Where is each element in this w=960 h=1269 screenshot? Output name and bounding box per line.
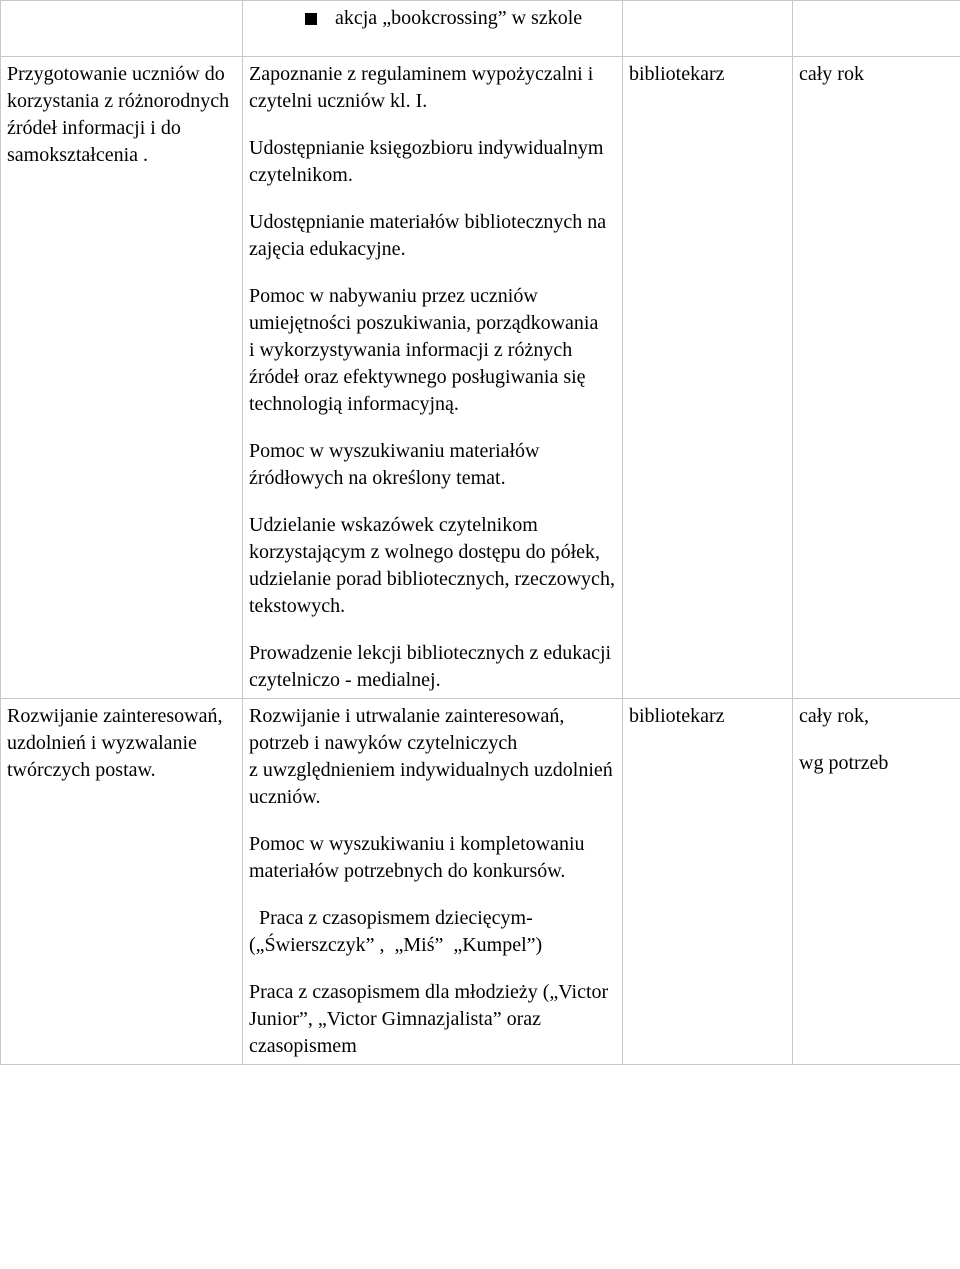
table-row: Przygotowanie uczniów do korzystania z r… [1, 57, 960, 699]
cell-col3: bibliotekarz [623, 699, 793, 1065]
table-row: Rozwijanie zainteresowań, uzdolnień i wy… [1, 699, 960, 1065]
table-row: akcja „bookcrossing” w szkole [1, 1, 960, 57]
cell-col4: cały rok [793, 57, 960, 699]
para: Pomoc w nabywaniu przez uczniów umiejętn… [249, 283, 616, 337]
cell-text: Przygotowanie uczniów do korzystania z r… [7, 61, 236, 169]
cell-col4: cały rok, wg potrzeb [793, 699, 960, 1065]
cell-col1: Rozwijanie zainteresowań, uzdolnień i wy… [1, 699, 243, 1065]
cell-col1: Przygotowanie uczniów do korzystania z r… [1, 57, 243, 699]
para: Udostępnianie materiałów bibliotecznych … [249, 209, 616, 263]
cell-col3: bibliotekarz [623, 57, 793, 699]
cell-text: bibliotekarz [629, 703, 786, 730]
para: Praca z czasopismem dla młodzieży („Vict… [249, 979, 616, 1060]
para: Praca z czasopismem dziecięcym- („Świers… [249, 905, 616, 959]
para: Pomoc w wyszukiwaniu i kompletowaniu mat… [249, 831, 616, 885]
cell-text: cały rok, [799, 703, 954, 730]
cell-text: Rozwijanie zainteresowań, uzdolnień i wy… [7, 703, 236, 784]
cell-col4 [793, 1, 960, 57]
blank-line [249, 811, 616, 831]
cell-col2: Zapoznanie z regulaminem wypożyczalni i … [243, 57, 623, 699]
blank-line [249, 189, 616, 209]
para: Prowadzenie lekcji bibliotecznych z eduk… [249, 640, 616, 694]
square-bullet-icon [305, 13, 317, 25]
para: Udzielanie wskazówek czytelnikom korzyst… [249, 512, 616, 620]
cell-text: wg potrzeb [799, 750, 954, 777]
cell-col2: akcja „bookcrossing” w szkole [243, 1, 623, 57]
para: Zapoznanie z regulaminem wypożyczalni i … [249, 61, 616, 115]
blank-line [249, 959, 616, 979]
blank-line [249, 32, 616, 52]
bullet-text: akcja „bookcrossing” w szkole [335, 5, 582, 32]
blank-line [249, 115, 616, 135]
bullet-item: akcja „bookcrossing” w szkole [249, 5, 616, 32]
blank-line [249, 492, 616, 512]
cell-col2: Rozwijanie i utrwalanie zainteresowań, p… [243, 699, 623, 1065]
cell-col3 [623, 1, 793, 57]
blank-line [249, 885, 616, 905]
cell-text: bibliotekarz [629, 61, 786, 88]
plan-table: akcja „bookcrossing” w szkole Przygotowa… [0, 0, 960, 1065]
para: Rozwijanie i utrwalanie zainteresowań, p… [249, 703, 616, 757]
cell-col1 [1, 1, 243, 57]
para: Pomoc w wyszukiwaniu materiałów źródłowy… [249, 438, 616, 492]
blank-line [249, 620, 616, 640]
para: Udostępnianie księgozbioru indywidualnym… [249, 135, 616, 189]
cell-text: cały rok [799, 61, 954, 88]
para: i wykorzystywania informacji z różnych ź… [249, 337, 616, 418]
para: z uwzględnieniem indywidualnych uzdolnie… [249, 757, 616, 811]
blank-line [249, 418, 616, 438]
blank-line [799, 730, 954, 750]
blank-line [249, 263, 616, 283]
